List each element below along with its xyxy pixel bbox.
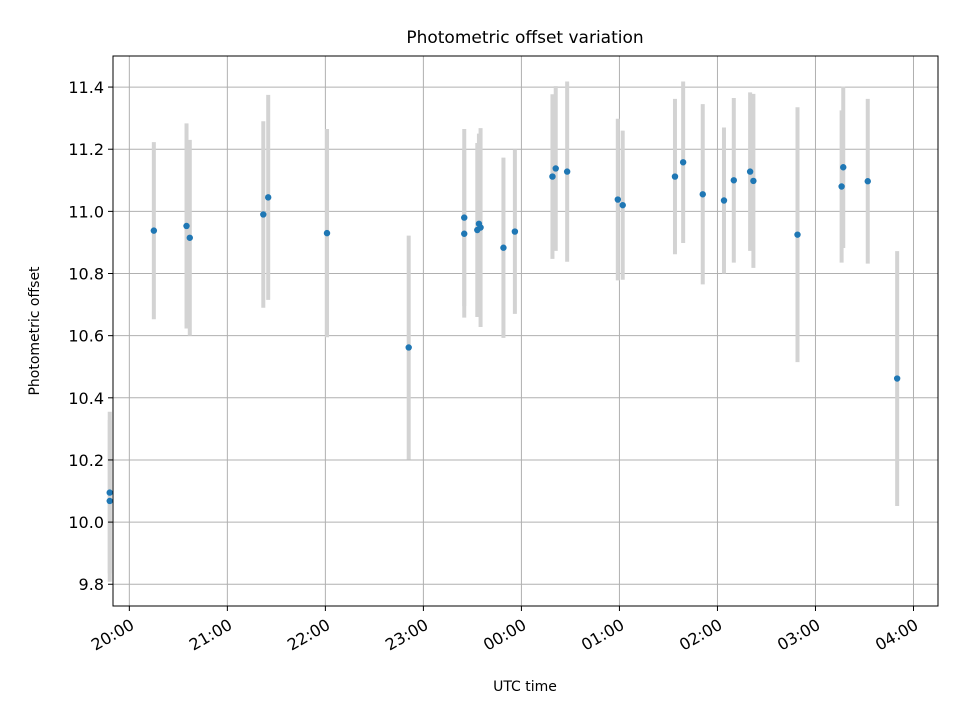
data-point (106, 497, 113, 505)
data-points (106, 159, 901, 505)
x-tick-label: 20:00 (88, 615, 137, 655)
data-point (552, 165, 559, 172)
x-axis-label: UTC time (493, 679, 557, 695)
y-tick-label: 10.6 (68, 327, 104, 346)
y-tick-label: 10.8 (68, 265, 104, 284)
data-point (750, 177, 757, 185)
data-point (260, 211, 267, 218)
data-point (405, 344, 412, 351)
data-point (679, 159, 687, 166)
y-tick-label: 10.0 (68, 513, 104, 532)
y-tick-label: 10.2 (68, 451, 104, 470)
x-tick-label: 02:00 (676, 615, 725, 655)
data-point (186, 234, 193, 241)
data-point (720, 197, 728, 204)
plot-area (112, 55, 939, 607)
y-axis-label: Photometric offset (27, 266, 43, 396)
data-point (183, 222, 190, 230)
data-point (746, 168, 754, 175)
data-point (461, 230, 468, 237)
data-point (264, 194, 272, 201)
data-point (671, 173, 679, 180)
y-tick-label: 11.0 (68, 202, 104, 221)
data-point (838, 183, 845, 190)
data-point (864, 178, 871, 185)
data-point (323, 229, 331, 237)
y-tick-label: 11.4 (68, 78, 104, 97)
data-point (511, 228, 519, 235)
chart-title: Photometric offset variation (406, 28, 643, 48)
data-point (500, 244, 507, 251)
data-point (699, 191, 706, 198)
x-tick-label: 04:00 (872, 615, 921, 655)
data-point (150, 227, 158, 234)
x-tick-label: 03:00 (774, 615, 823, 655)
x-tick-label: 01:00 (578, 615, 627, 655)
x-tick-label: 00:00 (480, 615, 529, 655)
grid-lines (113, 56, 938, 606)
y-tick-label: 11.2 (68, 140, 104, 159)
data-point (730, 177, 737, 184)
x-tick-label: 21:00 (186, 615, 235, 655)
data-point (549, 173, 556, 180)
data-point (563, 168, 571, 175)
data-point (840, 164, 847, 171)
data-point (477, 224, 484, 231)
data-point (461, 214, 468, 221)
y-tick-label: 10.4 (68, 389, 104, 408)
data-point (619, 201, 626, 209)
data-point (893, 375, 901, 382)
data-point (106, 489, 113, 496)
axis-ticks: 9.8 10.0 10.2 10.4 10.6 10.8 11.0 11.2 11.4 20:00… (68, 78, 921, 654)
data-point (794, 231, 801, 238)
data-point (614, 196, 622, 203)
x-tick-label: 23:00 (382, 615, 431, 655)
x-tick-label: 22:00 (284, 615, 333, 655)
y-tick-label: 9.8 (79, 575, 104, 594)
